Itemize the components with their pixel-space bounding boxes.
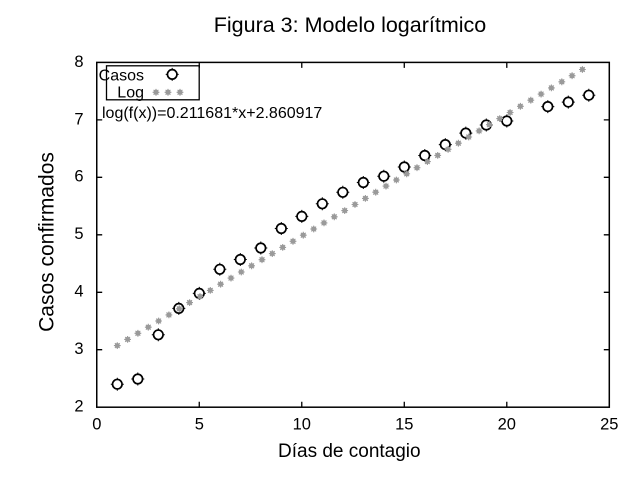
- svg-text:Log: Log: [117, 85, 144, 102]
- svg-text:20: 20: [498, 416, 516, 434]
- svg-text:8: 8: [74, 53, 83, 71]
- svg-text:6: 6: [74, 168, 83, 186]
- svg-text:2: 2: [74, 398, 83, 416]
- svg-text:7: 7: [74, 110, 83, 128]
- svg-text:Figura 3: Modelo logarítmico: Figura 3: Modelo logarítmico: [214, 13, 486, 37]
- svg-text:log(f(x))=0.211681*x+2.860917: log(f(x))=0.211681*x+2.860917: [102, 105, 322, 122]
- svg-text:Casos confirmados: Casos confirmados: [36, 152, 59, 332]
- svg-text:5: 5: [195, 416, 204, 434]
- svg-text:5: 5: [74, 225, 83, 243]
- svg-text:Días de contagio: Días de contagio: [278, 441, 421, 462]
- svg-text:25: 25: [600, 416, 618, 434]
- svg-text:Casos: Casos: [99, 67, 144, 84]
- svg-text:4: 4: [74, 283, 83, 301]
- svg-text:0: 0: [92, 416, 101, 434]
- svg-text:10: 10: [293, 416, 311, 434]
- svg-text:15: 15: [395, 416, 413, 434]
- svg-text:3: 3: [74, 340, 83, 358]
